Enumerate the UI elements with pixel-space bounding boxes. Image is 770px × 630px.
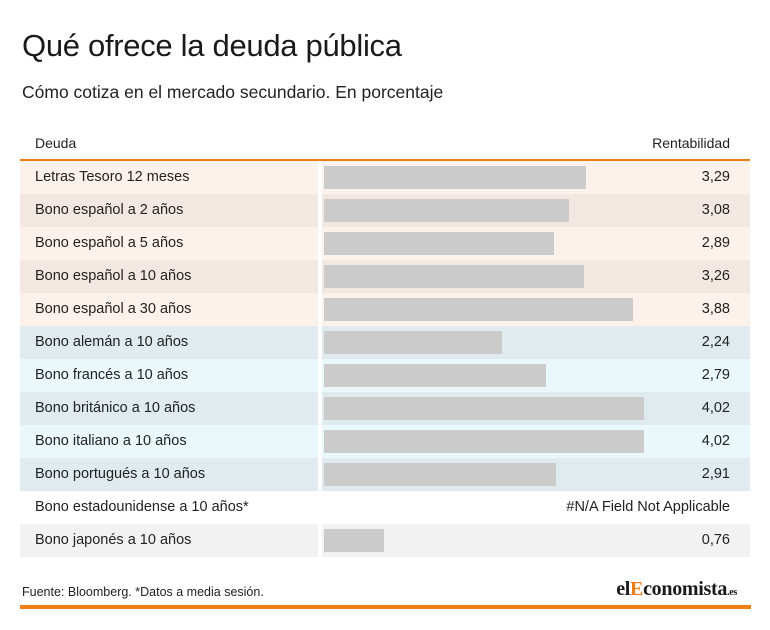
yield-bar — [324, 199, 569, 222]
column-separator — [318, 161, 322, 194]
row-value: 2,89 — [701, 235, 730, 251]
row-value: 3,29 — [701, 169, 730, 185]
yield-bar — [324, 397, 644, 420]
yield-bar — [324, 232, 554, 255]
row-value: #N/A Field Not Applicable — [566, 499, 730, 515]
table-row: Bono italiano a 10 años 4,02 — [20, 425, 750, 458]
debt-table: Deuda Rentabilidad Letras Tesoro 12 mese… — [20, 127, 750, 557]
column-separator — [318, 194, 322, 227]
table-row: Bono portugués a 10 años 2,91 — [20, 458, 750, 491]
yield-bar — [324, 331, 502, 354]
yield-bar — [324, 166, 586, 189]
column-separator — [318, 326, 322, 359]
yield-bar — [324, 529, 384, 552]
row-value: 4,02 — [701, 400, 730, 416]
table-row: Bono español a 10 años 3,26 — [20, 260, 750, 293]
page-subtitle: Cómo cotiza en el mercado secundario. En… — [22, 82, 444, 102]
source-note: Fuente: Bloomberg. *Datos a media sesión… — [22, 585, 264, 599]
row-value: 2,24 — [701, 334, 730, 350]
row-value: 2,91 — [701, 466, 730, 482]
row-value: 0,76 — [701, 532, 730, 548]
table-row: Bono español a 5 años 2,89 — [20, 227, 750, 260]
column-separator — [318, 260, 322, 293]
header-yield: Rentabilidad — [652, 135, 730, 151]
row-label: Letras Tesoro 12 meses — [35, 169, 190, 185]
row-label: Bono japonés a 10 años — [35, 532, 192, 548]
table-row: Bono estadounidense a 10 años* #N/A Field… — [20, 491, 750, 524]
table-row: Bono británico a 10 años 4,02 — [20, 392, 750, 425]
table-row: Bono francés a 10 años 2,79 — [20, 359, 750, 392]
row-value: 4,02 — [701, 433, 730, 449]
row-value: 3,26 — [701, 268, 730, 284]
row-label: Bono español a 10 años — [35, 268, 192, 284]
yield-bar — [324, 463, 556, 486]
row-label: Bono español a 30 años — [35, 301, 192, 317]
row-label: Bono español a 5 años — [35, 235, 184, 251]
table-row: Bono español a 30 años 3,88 — [20, 293, 750, 326]
row-label: Bono británico a 10 años — [35, 400, 196, 416]
yield-bar — [324, 364, 546, 387]
table-header: Deuda Rentabilidad — [20, 127, 750, 161]
column-separator — [318, 392, 322, 425]
table-body: Letras Tesoro 12 meses 3,29 Bono español a… — [20, 161, 750, 557]
column-separator — [318, 524, 322, 557]
column-separator — [318, 491, 322, 524]
row-value: 2,79 — [701, 367, 730, 383]
table-row: Bono alemán a 10 años 2,24 — [20, 326, 750, 359]
table-row: Letras Tesoro 12 meses 3,29 — [20, 161, 750, 194]
bottom-rule — [20, 605, 751, 609]
row-label: Bono estadounidense a 10 años* — [35, 499, 249, 515]
eleconomista-logo: elEconomista.es — [616, 578, 737, 600]
column-separator — [318, 227, 322, 260]
column-separator — [318, 293, 322, 326]
column-separator — [318, 458, 322, 491]
row-label: Bono italiano a 10 años — [35, 433, 187, 449]
row-value: 3,88 — [701, 301, 730, 317]
row-label: Bono portugués a 10 años — [35, 466, 206, 482]
row-label: Bono alemán a 10 años — [35, 334, 189, 350]
row-label: Bono francés a 10 años — [35, 367, 189, 383]
column-separator — [318, 425, 322, 458]
column-separator — [318, 359, 322, 392]
row-label: Bono español a 2 años — [35, 202, 184, 218]
table-row: Bono español a 2 años 3,08 — [20, 194, 750, 227]
row-value: 3,08 — [701, 202, 730, 218]
yield-bar — [324, 265, 584, 288]
yield-bar — [324, 430, 644, 453]
page-title: Qué ofrece la deuda pública — [22, 28, 402, 63]
table-row: Bono japonés a 10 años 0,76 — [20, 524, 750, 557]
yield-bar — [324, 298, 633, 321]
header-debt: Deuda — [35, 135, 77, 151]
